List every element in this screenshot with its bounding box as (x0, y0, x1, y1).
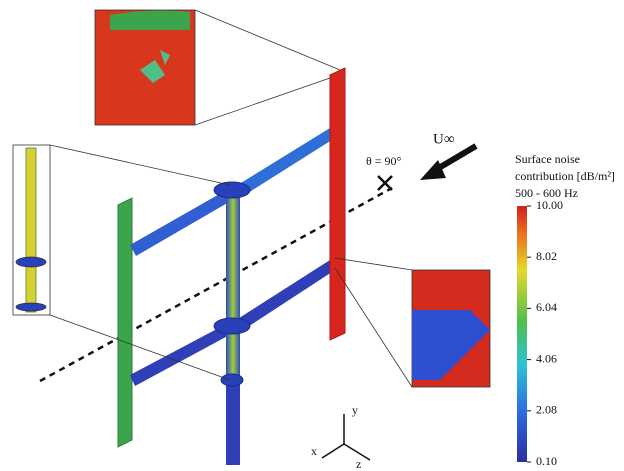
colorbar-tick-label: 2.08 (536, 403, 557, 417)
colorbar-title-line: Surface noise (515, 152, 580, 166)
scene (39, 67, 478, 465)
colorbar-title-line: contribution [dB/m²] (515, 169, 615, 183)
hub (220, 373, 244, 387)
colorbar-tick-label: 4.06 (536, 351, 557, 365)
colorbar-tick-label: 6.04 (536, 300, 557, 314)
colorbar (517, 206, 527, 462)
angle-label: θ = 90° (366, 154, 402, 168)
lower-arm-right (236, 260, 335, 332)
right-blade (329, 67, 346, 341)
hub (213, 317, 251, 335)
hub (213, 181, 251, 199)
left-blade (117, 197, 133, 448)
lower-arm-left (130, 322, 235, 386)
colorbar-title: Surface noise contribution [dB/m²] 500 - 6… (515, 152, 615, 200)
upper-arm-left (130, 188, 236, 256)
shaft-bottom (226, 385, 240, 465)
colorbar-tick-label: 0.10 (536, 454, 557, 468)
axes-triad: y x z (311, 403, 371, 471)
colorbar-tick-label: 10.00 (536, 198, 563, 212)
freestream-label: U∞ (433, 131, 455, 147)
arrow-head (420, 160, 446, 180)
colorbar-ticks: 10.00 8.02 6.04 4.06 2.08 0.10 (527, 198, 563, 468)
cross (377, 175, 393, 191)
axis-y: y (352, 403, 358, 417)
colorbar-tick-label: 8.02 (536, 249, 557, 263)
colorbar-title-line: 500 - 600 Hz (515, 186, 578, 200)
upper-arm-right (236, 128, 335, 198)
axis-z: z (356, 457, 361, 471)
insets (12, 9, 491, 388)
axis-x: x (311, 444, 317, 458)
